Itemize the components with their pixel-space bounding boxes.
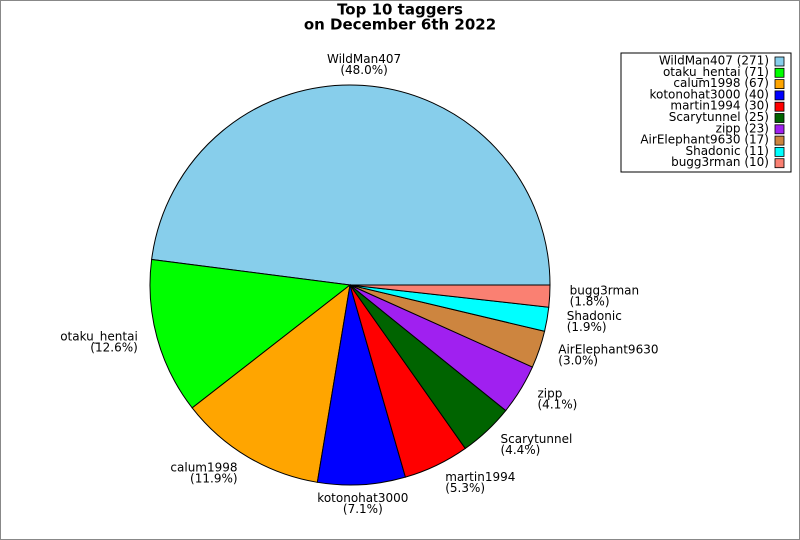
legend-label: kotonohat3000 (40): [649, 87, 769, 101]
legend-swatch: [774, 124, 785, 135]
slice-percent: (1.9%): [567, 320, 607, 334]
chart-title: on December 6th 2022: [304, 16, 496, 34]
legend-label: bugg3rman (10): [671, 155, 769, 169]
legend-box: [620, 52, 792, 173]
slice-percent: (1.8%): [570, 295, 610, 309]
legend-swatch: [774, 79, 785, 89]
legend-label: martin1994 (30): [670, 99, 769, 113]
slice-label: martin1994: [445, 470, 515, 484]
legend-swatch: [774, 113, 785, 123]
legend-swatch: [774, 90, 785, 101]
legend-swatch: [774, 135, 785, 146]
legend-swatch: [774, 67, 785, 78]
slice-percent: (11.9%): [190, 472, 237, 486]
slice-percent: (4.4%): [501, 443, 541, 457]
legend-label: WildMan407 (271): [659, 54, 769, 68]
slice-percent: (4.1%): [538, 398, 578, 412]
legend-label: Scarytunnel (25): [669, 110, 769, 124]
pie-slice: [191, 283, 351, 483]
pie-slice: [349, 284, 551, 308]
legend-label: AirElephant9630 (17): [640, 133, 769, 147]
legend-label: otaku_hentai (71): [663, 65, 769, 79]
slice-label: Shadonic: [567, 309, 622, 323]
slice-label: otaku_hentai: [60, 330, 138, 344]
slice-label: kotonohat3000: [317, 491, 408, 505]
slice-percent: (7.1%): [343, 502, 383, 516]
slice-percent: (5.3%): [445, 481, 485, 495]
pie-slice: [151, 84, 551, 286]
legend-label: zipp (23): [716, 121, 769, 135]
slice-percent: (48.0%): [340, 63, 387, 77]
slice-label: WildMan407: [327, 52, 401, 66]
slice-label: AirElephant9630: [558, 342, 658, 356]
legend-swatch: [774, 56, 785, 67]
slice-percent: (12.6%): [90, 341, 137, 355]
legend-label: calum1998 (67): [673, 76, 769, 90]
legend-swatch: [774, 101, 785, 112]
legend-swatch: [774, 158, 785, 169]
pie-slice: [149, 258, 352, 409]
legend-swatch: [774, 146, 785, 157]
slice-label: Scarytunnel: [501, 432, 573, 446]
legend-label: Shadonic (11): [685, 144, 769, 158]
slice-label: zipp: [538, 387, 563, 401]
slice-label: calum1998: [170, 461, 237, 475]
slice-percent: (3.0%): [558, 353, 598, 367]
chart-title: Top 10 taggers: [337, 1, 463, 19]
slice-label: bugg3rman: [570, 284, 639, 298]
